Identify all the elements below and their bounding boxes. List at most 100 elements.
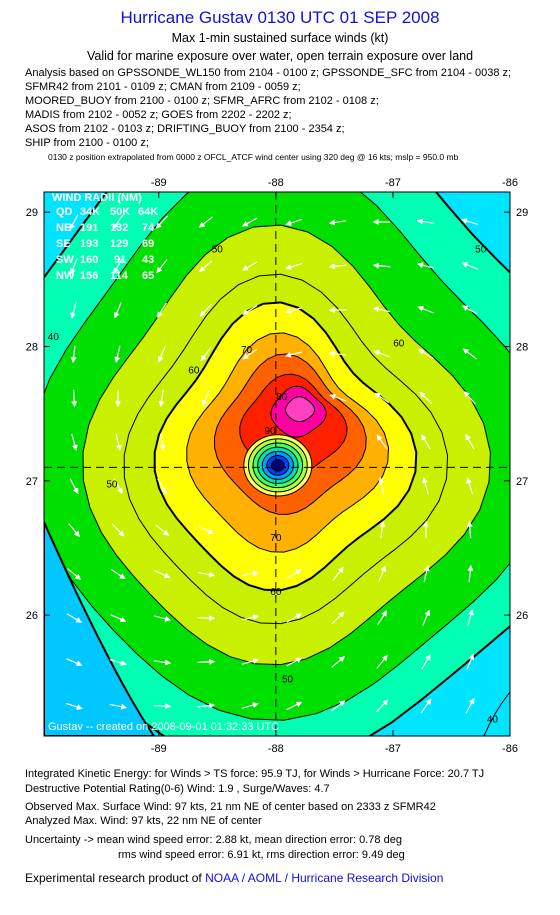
wind-arrow [71, 433, 78, 451]
wind-arrow [241, 658, 259, 665]
wind-arrow [416, 218, 435, 225]
radii-header-cell: 34K [80, 206, 100, 218]
wind-arrow [157, 346, 166, 363]
wind-arrow [372, 306, 391, 313]
radii-cell: 65 [142, 270, 154, 282]
contour-label: 60 [393, 338, 405, 349]
x-tick-label: -86 [502, 743, 518, 755]
wind-arrow [199, 303, 213, 317]
wind-arrow [421, 653, 431, 670]
wind-field-plot: 50 50 40 50 60 60 70 80 90 70 60 50 40 -89 -89 -88 -88-… [0, 170, 560, 765]
radii-cell: 160 [80, 254, 98, 266]
wind-arrow [285, 307, 303, 314]
credit-line: Experimental research product of NOAA / … [25, 871, 443, 885]
axes: -89 -89 -88 -88 -87 -87 -86 -86 26 26 27 27 28 28 29 29 [26, 177, 529, 755]
wind-arrow [422, 609, 431, 626]
wind-arrow [421, 434, 431, 450]
wind-arrow [328, 219, 347, 226]
wind-arrow [423, 564, 430, 583]
x-tick-label: -87 [385, 743, 401, 755]
radii-header-cell: 50K [110, 206, 130, 218]
wind-arrow [420, 698, 432, 714]
analysis-line: Analysis based on GPSSONDE_WL150 from 21… [25, 67, 512, 79]
contour-label: 90 [264, 426, 276, 437]
wind-arrow [331, 611, 345, 625]
wind-arrow [422, 477, 429, 495]
wind-arrow [158, 389, 165, 408]
wind-arrow [153, 615, 171, 622]
contour-label: 70 [241, 345, 253, 356]
wind-arrow [112, 214, 124, 230]
wind-arrow [65, 702, 83, 710]
plot-frame [43, 191, 511, 737]
ike-line: Integrated Kinetic Energy: for Winds > T… [25, 768, 485, 780]
wind-arrow [466, 477, 473, 495]
wind-arrow [67, 568, 82, 580]
y-tick-label: 29 [26, 207, 38, 219]
wind-arrow [198, 216, 213, 228]
wind-arrow [198, 525, 215, 535]
radii-header-cell: QD [56, 206, 73, 218]
wind-arrow [331, 700, 346, 712]
radii-cell: 114 [110, 270, 129, 282]
wind-arrow [377, 610, 387, 626]
wind-arrow [462, 348, 477, 360]
wind-arrow [372, 262, 391, 269]
wind-arrow [201, 390, 210, 407]
wind-arrow [115, 433, 122, 452]
wind-arrow [417, 306, 434, 314]
wind-arrow [378, 476, 385, 495]
contour-label: 80 [276, 392, 288, 403]
x-tick-label: -88 [268, 177, 284, 189]
watermark: Gustav -- created on 2008-09-01 01:32:33… [48, 721, 279, 733]
contour-band [284, 396, 316, 423]
uncertainty-rms-line: rms wind speed error: 6.91 kt, rms direc… [118, 849, 405, 861]
wind-direction-arrows [65, 214, 479, 714]
wind-arrow [375, 699, 389, 713]
radii-header-cell: 64K [138, 206, 158, 218]
wind-arrow [332, 566, 344, 581]
wind-arrow [153, 703, 172, 710]
wind-arrow [241, 614, 260, 621]
wind-arrow [465, 433, 475, 450]
wind-speed-field [44, 192, 510, 736]
wind-arrow [71, 389, 78, 408]
hrd-link[interactable]: NOAA / AOML / Hurricane Research Divisio… [205, 871, 444, 885]
wind-arrow [68, 523, 80, 538]
position-note: 0130 z position extrapolated from 0000 z… [48, 152, 459, 162]
y-tick-label: 28 [26, 341, 38, 353]
x-tick-label: -89 [151, 177, 167, 189]
radii-cell: 129 [110, 238, 128, 250]
wind-arrow [241, 217, 258, 227]
wind-arrow [69, 478, 79, 495]
contour-label: 60 [188, 365, 200, 376]
radii-cell: 91 [114, 254, 126, 266]
contour-label: 50 [106, 480, 118, 491]
wind-arrow [114, 345, 121, 364]
radii-cell: 193 [80, 238, 98, 250]
wind-arrow [373, 350, 390, 358]
wind-arrow [286, 613, 303, 623]
radii-cell: 74 [142, 222, 155, 234]
y-tick-label: 27 [516, 476, 528, 488]
wind-radii-title: WIND RADII (NM) [52, 192, 142, 204]
chart-subtitle-exposure: Valid for marine exposure over water, op… [86, 49, 474, 63]
wind-arrow [328, 350, 347, 357]
radii-cell: NW [56, 270, 75, 282]
wind-arrow [242, 305, 258, 315]
wind-arrow [376, 654, 388, 669]
wind-arrow [159, 433, 166, 452]
wind-arrow [417, 262, 435, 269]
wind-arrow [286, 701, 303, 711]
wind-arrow [110, 614, 127, 623]
y-tick-label: 28 [516, 341, 528, 353]
wind-arrow [241, 261, 258, 271]
wind-arrow [461, 262, 478, 270]
wind-arrow [419, 391, 433, 405]
wind-radii-table: WIND RADII (NM) QD 34K 50K 64K NE 191 13… [52, 192, 158, 282]
x-tick-label: -86 [502, 177, 518, 189]
wind-arrow [69, 214, 79, 231]
wind-arrow [157, 478, 167, 494]
eye-contour [270, 459, 285, 472]
wind-arrow [197, 615, 216, 622]
